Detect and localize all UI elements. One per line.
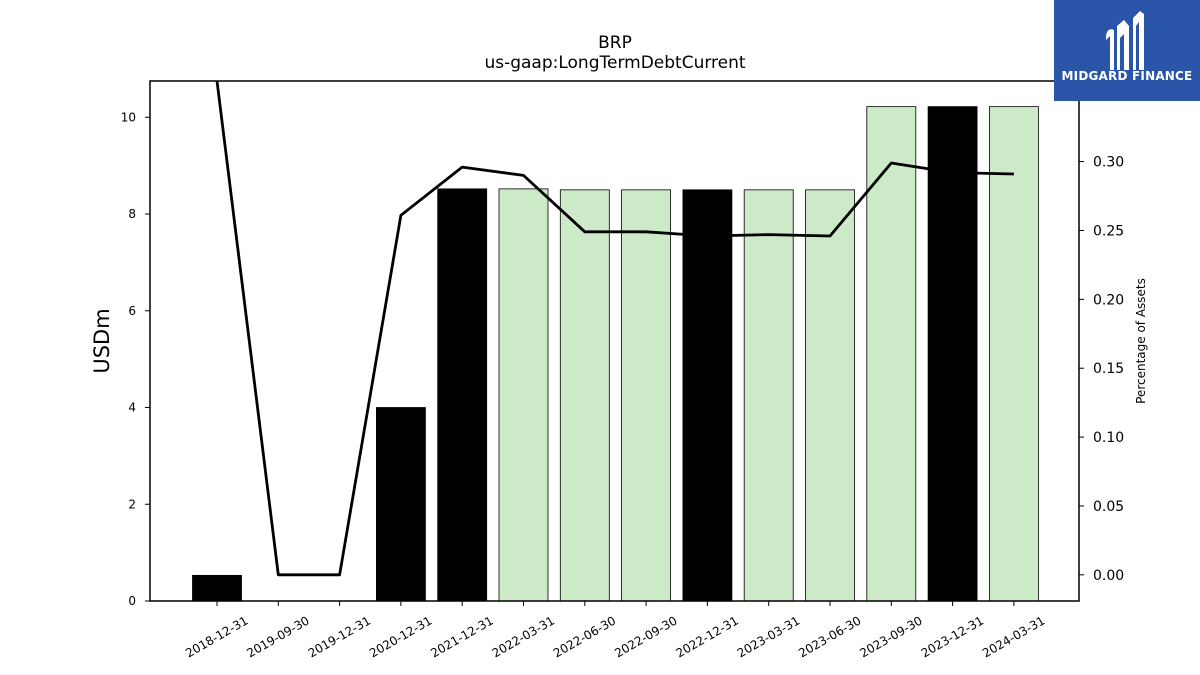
y-tick-label: 0 — [128, 594, 136, 608]
y-right-tick-label: 0.15 — [1093, 361, 1124, 377]
y-axis-right-label: Percentage of Assets — [1134, 278, 1148, 404]
x-tick-label: 2022-09-30 — [612, 613, 679, 660]
bar — [498, 188, 549, 602]
x-tick-label: 2024-03-31 — [980, 613, 1047, 660]
x-tick-label: 2023-06-30 — [796, 613, 863, 660]
chart-title: BRP — [598, 33, 632, 53]
x-tick-label: 2019-12-31 — [306, 613, 373, 660]
x-tick-label: 2022-06-30 — [551, 613, 618, 660]
logo-mark-icon — [1106, 11, 1144, 70]
y-right-tick-label: 0.05 — [1093, 499, 1124, 515]
chart-subtitle: us-gaap:LongTermDebtCurrent — [484, 53, 745, 73]
bar — [682, 189, 733, 602]
bar — [866, 106, 917, 602]
bar — [989, 106, 1039, 602]
y-axis-label: USDm — [90, 308, 114, 373]
x-tick-label: 2022-12-31 — [673, 613, 740, 660]
x-axis: 2018-12-312019-09-302019-12-312020-12-31… — [183, 601, 1047, 660]
y-right-tick-label: 0.25 — [1093, 223, 1124, 239]
x-tick-label: 2023-03-31 — [735, 613, 802, 660]
bar — [743, 189, 794, 602]
y-tick-label: 6 — [128, 304, 136, 318]
y-right-tick-label: 0.10 — [1093, 430, 1124, 446]
bar — [192, 574, 242, 602]
y-tick-label: 10 — [121, 110, 136, 124]
x-tick-label: 2023-09-30 — [857, 613, 924, 660]
x-tick-label: 2019-09-30 — [244, 613, 311, 660]
bar — [927, 106, 978, 602]
bars-group — [192, 106, 1039, 602]
logo-text: MIDGARD FINANCE — [1061, 69, 1193, 83]
bar — [621, 189, 671, 602]
y-right-tick-label: 0.20 — [1093, 292, 1124, 308]
line-group — [215, 80, 1014, 577]
bar — [805, 189, 855, 602]
x-tick-label: 2021-12-31 — [428, 613, 495, 660]
bar — [437, 188, 488, 602]
y-tick-label: 2 — [128, 497, 136, 511]
y-tick-label: 8 — [128, 207, 136, 221]
plot-frame — [149, 80, 1080, 602]
y-axis-right: 0.00 0.05 0.10 0.15 0.20 0.25 0.30 — [1079, 155, 1124, 584]
x-tick-label: 2020-12-31 — [367, 613, 434, 660]
x-tick-label: 2018-12-31 — [183, 613, 250, 660]
y-right-tick-label: 0.00 — [1093, 568, 1124, 584]
bar — [375, 407, 426, 602]
x-tick-label: 2023-12-31 — [919, 613, 986, 660]
brand-logo: MIDGARD FINANCE — [1054, 0, 1200, 101]
y-right-tick-label: 0.30 — [1093, 155, 1124, 171]
series-line — [215, 80, 1014, 577]
x-tick-label: 2022-03-31 — [490, 613, 557, 660]
bar — [559, 189, 610, 602]
y-axis-left: 0 2 4 6 8 10 — [121, 110, 150, 608]
y-tick-label: 4 — [128, 401, 136, 415]
